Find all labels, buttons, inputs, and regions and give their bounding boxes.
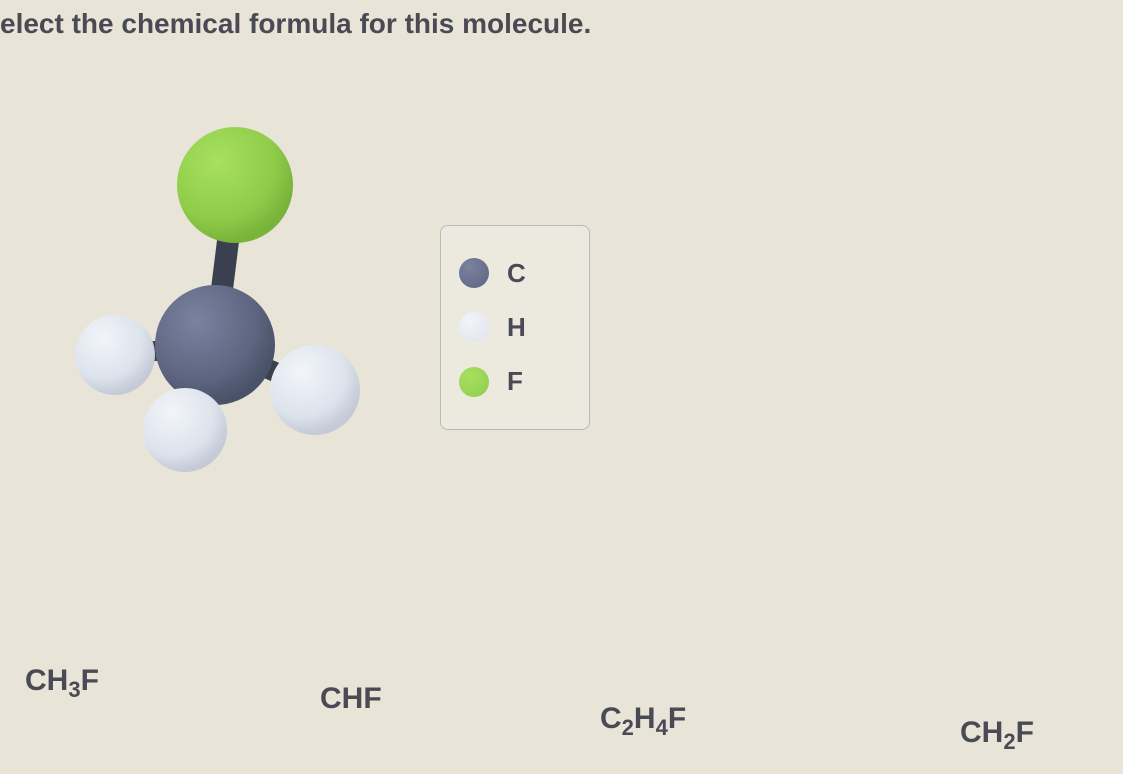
question-prompt: elect the chemical formula for this mole… <box>0 8 591 40</box>
legend-swatch-f <box>459 367 489 397</box>
molecule-diagram <box>60 100 380 480</box>
answer-options: CH3F CHF C2H4F CH2F <box>0 674 1123 754</box>
legend-label-c: C <box>507 258 526 289</box>
legend-row-h: H <box>459 312 571 343</box>
option-c2h4f[interactable]: C2H4F <box>600 702 686 741</box>
atoms-group <box>75 127 360 472</box>
atom-h <box>75 315 155 395</box>
legend-label-f: F <box>507 366 523 397</box>
option-ch2f[interactable]: CH2F <box>960 716 1034 755</box>
atom-h <box>143 388 227 472</box>
molecule-svg <box>60 100 380 480</box>
atom-c <box>155 285 275 405</box>
legend-row-c: C <box>459 258 571 289</box>
legend-row-f: F <box>459 366 571 397</box>
legend-swatch-h <box>459 312 489 342</box>
legend-label-h: H <box>507 312 526 343</box>
atom-h <box>270 345 360 435</box>
legend-box: C H F <box>440 225 590 430</box>
option-ch3f[interactable]: CH3F <box>25 664 99 703</box>
option-chf[interactable]: CHF <box>320 682 382 716</box>
legend-swatch-c <box>459 258 489 288</box>
atom-f <box>177 127 293 243</box>
